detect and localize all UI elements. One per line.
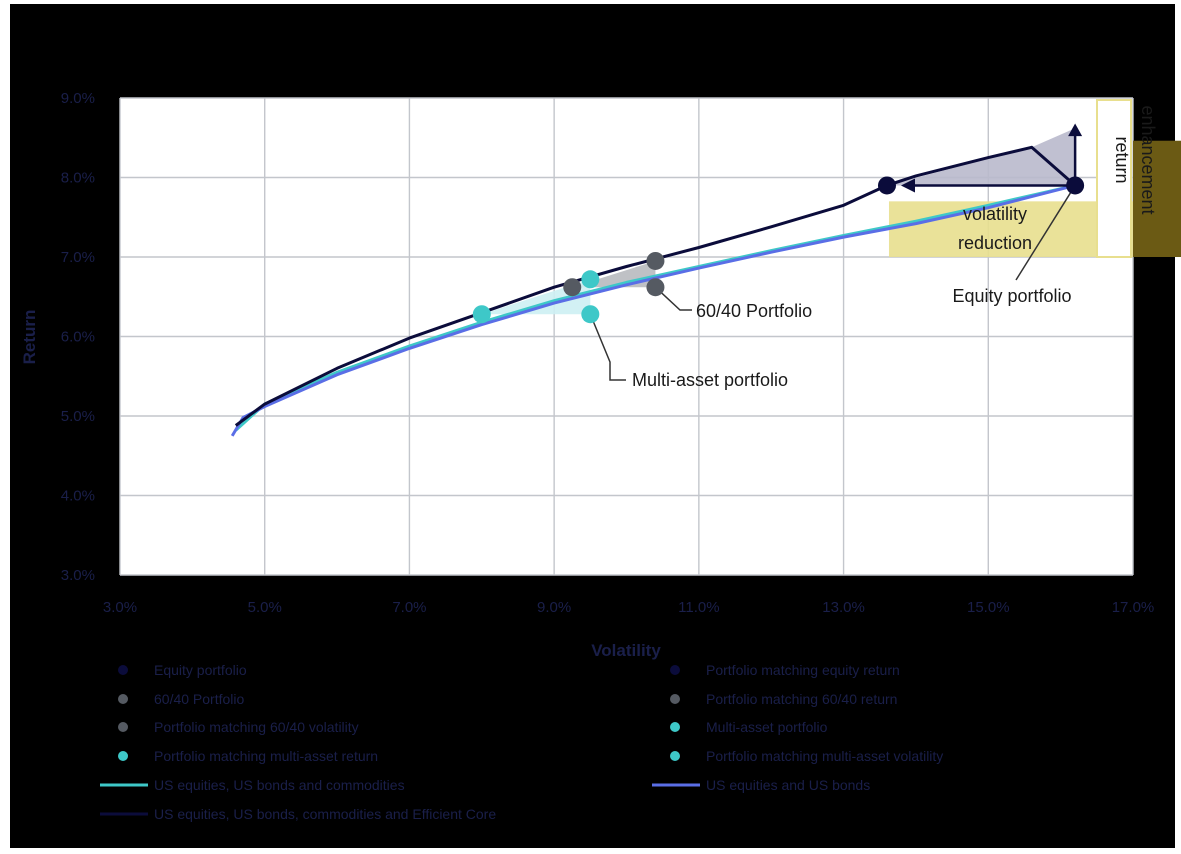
volatility-arrow-head bbox=[900, 178, 915, 193]
tick-labels: 3.0% 5.0% 7.0% 9.0% 11.0% 13.0% 15.0% 17.0% 3.0%… bbox=[61, 90, 1154, 616]
callout-equity-portfolio: Equity portfolio bbox=[952, 286, 1071, 306]
markers bbox=[472, 176, 1085, 324]
x-tick-label: 3.0% bbox=[103, 599, 137, 616]
legend-label: Portfolio matching multi-asset volatilit… bbox=[706, 748, 943, 764]
legend-swatch-dot bbox=[670, 751, 680, 761]
legend-label: Multi-asset portfolio bbox=[706, 719, 828, 735]
return-enhancement-band bbox=[1133, 140, 1181, 257]
equity-callout-leader bbox=[1015, 185, 1076, 281]
y-tick-label: 8.0% bbox=[61, 170, 95, 187]
multi-asset-portfolio-marker bbox=[581, 305, 600, 324]
y-axis-title: Return bbox=[20, 310, 39, 365]
legend-label: Equity portfolio bbox=[154, 662, 247, 678]
y-tick-label: 7.0% bbox=[61, 249, 95, 266]
return-enhancement-label-box bbox=[1096, 99, 1132, 258]
callout-60-40-portfolio: 60/40 Portfolio bbox=[696, 301, 812, 321]
us-equities-bonds-line bbox=[230, 183, 1076, 437]
portfolio-matching-multi-asset-return-marker bbox=[472, 305, 491, 324]
y-tick-label: 4.0% bbox=[61, 488, 95, 505]
legend-swatch-dot bbox=[118, 665, 128, 675]
legend: Equity portfolio Portfolio matching equit… bbox=[100, 662, 943, 822]
legend-label: Portfolio matching 60/40 volatility bbox=[154, 719, 359, 735]
y-tick-label: 9.0% bbox=[61, 90, 95, 107]
volatility-reduction-band bbox=[888, 201, 1133, 257]
sixty-forty-callout-leader bbox=[654, 286, 692, 311]
legend-label: Portfolio matching 60/40 return bbox=[706, 691, 897, 707]
label-return-enhancement-1: return bbox=[1112, 136, 1132, 183]
label-volatility-reduction-1: volatility bbox=[963, 204, 1027, 224]
y-tick-label: 3.0% bbox=[61, 567, 95, 584]
us-equities-bonds-commodities-line bbox=[234, 183, 1076, 432]
legend-label: US equities and US bonds bbox=[706, 777, 870, 793]
x-tick-label: 11.0% bbox=[678, 599, 719, 616]
x-axis-title: Volatility bbox=[591, 641, 661, 660]
x-tick-label: 15.0% bbox=[967, 599, 1010, 616]
60-40-portfolio-marker bbox=[646, 278, 665, 297]
multi-asset-improvement-region bbox=[481, 279, 591, 315]
return-arrow-head bbox=[1068, 123, 1083, 137]
portfolio-matching-60-40-return-marker bbox=[563, 278, 582, 297]
legend-label: Portfolio matching multi-asset return bbox=[154, 748, 378, 764]
legend-swatch-dot bbox=[118, 751, 128, 761]
x-tick-label: 9.0% bbox=[537, 599, 571, 616]
efficient-core-line bbox=[234, 145, 1077, 427]
callout-leaders bbox=[589, 185, 1076, 381]
legend-label: US equities, US bonds and commodities bbox=[154, 777, 405, 793]
legend-swatch-dot bbox=[670, 722, 680, 732]
label-volatility-reduction-2: reduction bbox=[958, 233, 1032, 253]
legend-label: Portfolio matching equity return bbox=[706, 662, 900, 678]
x-tick-label: 13.0% bbox=[822, 599, 865, 616]
x-tick-label: 7.0% bbox=[392, 599, 426, 616]
legend-label: 60/40 Portfolio bbox=[154, 691, 244, 707]
y-tick-label: 5.0% bbox=[61, 408, 95, 425]
legend-swatch-dot bbox=[670, 665, 680, 675]
legend-label: US equities, US bonds, commodities and E… bbox=[154, 806, 496, 822]
equity-portfolio-marker bbox=[1066, 176, 1085, 195]
portfolio-matching-multi-asset-volatility-marker bbox=[581, 270, 600, 289]
legend-swatch-dot bbox=[118, 722, 128, 732]
x-tick-label: 17.0% bbox=[1112, 599, 1155, 616]
callout-multi-asset: Multi-asset portfolio bbox=[632, 370, 788, 390]
portfolio-matching-equity-return-marker bbox=[877, 176, 896, 195]
equity-improvement-region bbox=[886, 128, 1076, 186]
label-return-enhancement-2: enhancement bbox=[1138, 105, 1158, 214]
grid bbox=[119, 97, 1134, 576]
multi-asset-callout-leader bbox=[589, 313, 626, 381]
y-tick-label: 6.0% bbox=[61, 329, 95, 346]
legend-swatch-dot bbox=[118, 694, 128, 704]
x-tick-label: 5.0% bbox=[248, 599, 282, 616]
legend-swatch-dot bbox=[670, 694, 680, 704]
portfolio-matching-60-40-volatility-marker bbox=[646, 251, 665, 270]
annotation-bands bbox=[888, 99, 1181, 258]
series-lines bbox=[230, 145, 1077, 437]
